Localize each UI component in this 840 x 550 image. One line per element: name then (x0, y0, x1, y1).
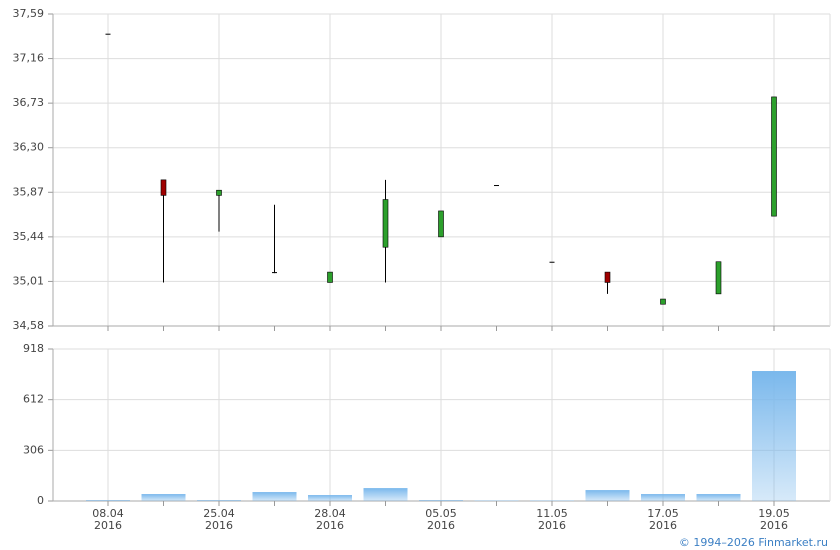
volume-bar (141, 494, 186, 501)
candle-body (105, 33, 111, 35)
volume-bar (585, 490, 630, 501)
x-tick-label: 19.05 (758, 507, 790, 520)
volume-bar (197, 500, 241, 501)
candle-body (327, 271, 333, 283)
x-tick-label: 17.05 (647, 507, 679, 520)
y-tick-label: 0 (37, 494, 44, 507)
y-tick-label: 36,30 (13, 141, 45, 154)
x-tick-label: 05.05 (425, 507, 457, 520)
candle-body (494, 185, 499, 187)
volume-bar (308, 495, 352, 501)
x-tick-label: 2016 (205, 519, 233, 532)
candle-body (604, 271, 611, 283)
y-tick-label: 35,01 (13, 274, 45, 287)
volume-bar (86, 500, 130, 501)
x-tick-label: 08.04 (92, 507, 124, 520)
volume-bar (752, 371, 796, 501)
y-tick-label: 35,44 (13, 230, 45, 243)
candle-body (771, 96, 777, 217)
x-tick-label: 2016 (649, 519, 677, 532)
x-tick-label: 2016 (760, 519, 788, 532)
volume-bar (363, 488, 408, 501)
y-tick-label: 37,59 (13, 7, 45, 20)
candle-body (549, 261, 555, 263)
y-tick-label: 918 (23, 342, 44, 355)
candle-body (438, 210, 444, 238)
x-tick-label: 2016 (427, 519, 455, 532)
x-tick-label: 2016 (94, 519, 122, 532)
y-tick-label: 35,87 (13, 185, 45, 198)
candle-body (160, 179, 167, 196)
y-tick-label: 34,58 (13, 319, 45, 332)
volume-bar (641, 494, 685, 501)
x-tick-label: 28.04 (314, 507, 346, 520)
volume-bar (252, 492, 297, 501)
x-tick-label: 25.04 (203, 507, 235, 520)
y-tick-label: 306 (23, 443, 44, 456)
footer: © 1994–2026 Finmarket.ru (679, 536, 828, 549)
candle-body (382, 199, 389, 248)
x-tick-label: 2016 (538, 519, 566, 532)
x-tick-label: 11.05 (536, 507, 568, 520)
y-tick-label: 612 (23, 393, 44, 406)
candle-body (216, 189, 222, 196)
y-tick-label: 37,16 (13, 52, 45, 65)
candle-body (272, 272, 277, 274)
volume-bar (696, 494, 741, 501)
candle-body (715, 261, 722, 295)
y-tick-label: 36,73 (13, 96, 45, 109)
volume-bar (419, 500, 463, 501)
x-tick-label: 2016 (316, 519, 344, 532)
candle-body (660, 298, 666, 305)
